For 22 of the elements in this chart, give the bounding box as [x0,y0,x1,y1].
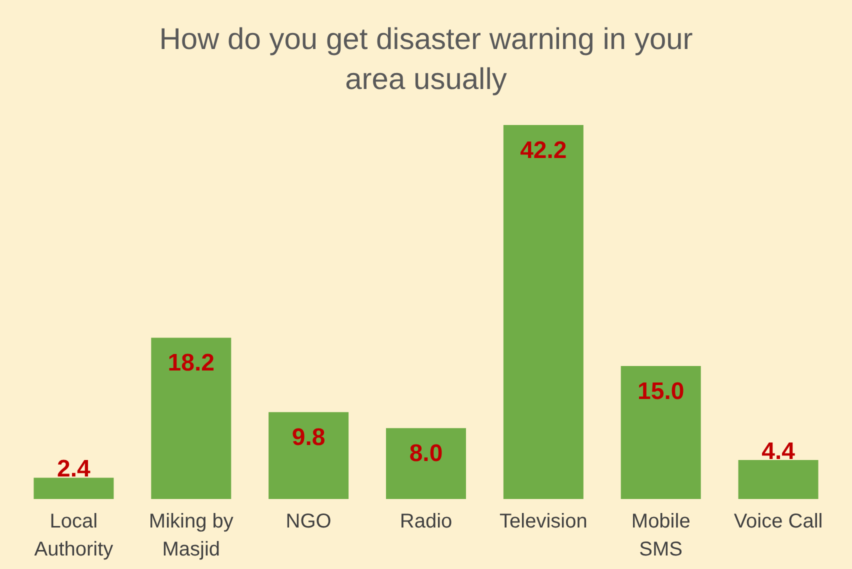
data-label: 8.0 [409,440,443,468]
data-label: 42.2 [520,137,567,164]
data-label: 9.8 [292,424,326,452]
data-label: 18.2 [168,350,214,377]
data-label: 15.0 [638,378,684,406]
x-tick-label: Television [500,510,588,532]
chart-title: How do you get disaster warning in your area usually [159,23,693,96]
bar [386,428,466,499]
x-tick-label: Mobile SMS [631,510,690,560]
x-tick-label: Miking by Masjid [148,510,234,560]
data-label: 4.4 [762,438,796,466]
bar [503,125,584,499]
x-tick-label: Local Authority [34,510,114,560]
x-tick-label: NGO [286,510,332,532]
bar [620,366,701,499]
x-tick-label: Radio [400,510,452,532]
data-label: 2.4 [57,456,92,483]
bar [268,412,349,499]
bar [738,460,818,499]
bar [151,338,232,499]
x-tick-label: Voice Call [734,510,823,532]
bar [34,478,114,499]
